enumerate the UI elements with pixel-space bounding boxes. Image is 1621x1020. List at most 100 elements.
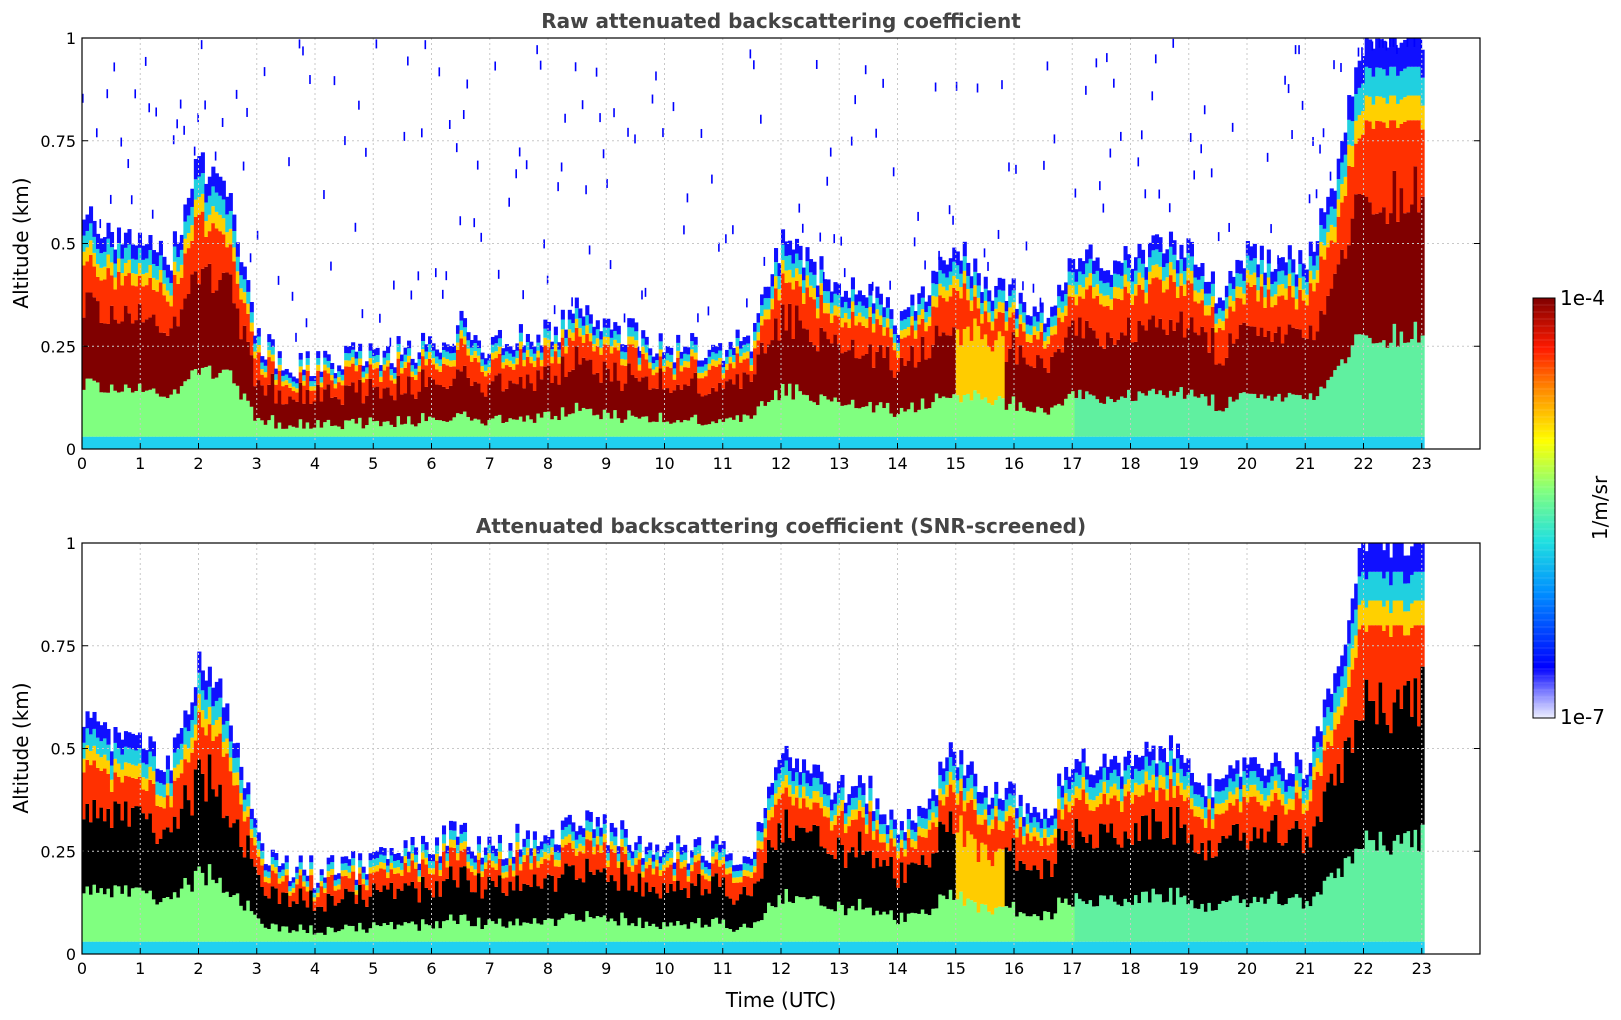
heatmap-cell: [1144, 330, 1149, 396]
heatmap-cell: [1298, 395, 1303, 437]
heatmap-cell: [763, 808, 768, 819]
heatmap-cell: [564, 329, 569, 338]
heatmap-cell: [337, 878, 342, 885]
heatmap-cell: [1046, 372, 1051, 415]
heatmap-cell: [515, 849, 520, 876]
noise-speck: [176, 119, 178, 129]
heatmap-cell: [924, 837, 929, 865]
heatmap-cell: [683, 367, 688, 385]
heatmap-cell: [567, 337, 572, 372]
heatmap-cell: [791, 805, 796, 841]
heatmap-cell: [728, 349, 733, 357]
heatmap-cell: [473, 892, 478, 927]
heatmap-cell: [452, 378, 457, 418]
heatmap-cell: [599, 354, 604, 383]
heatmap-cell: [641, 864, 646, 872]
heatmap-cell: [319, 932, 324, 942]
heatmap-cell: [1214, 313, 1219, 324]
heatmap-cell: [840, 904, 845, 942]
heatmap-cell: [260, 850, 265, 859]
heatmap-cell: [815, 791, 821, 803]
heatmap-cell: [774, 436, 779, 449]
heatmap-cell: [571, 941, 576, 954]
heatmap-cell: [833, 315, 838, 335]
heatmap-cell: [379, 854, 384, 863]
heatmap-cell: [557, 420, 562, 437]
heatmap-cell: [494, 863, 499, 870]
heatmap-cell: [396, 416, 401, 437]
heatmap-cell: [1284, 397, 1289, 437]
noise-speck: [539, 60, 542, 70]
heatmap-cell: [847, 852, 852, 909]
heatmap-cell: [92, 252, 97, 267]
heatmap-cell: [574, 879, 579, 921]
heatmap-cell: [497, 329, 502, 339]
heatmap-cell: [274, 867, 279, 874]
heatmap-cell: [459, 338, 464, 372]
heatmap-cell: [798, 391, 803, 437]
heatmap-cell: [1123, 246, 1128, 261]
heatmap-cell: [1238, 298, 1243, 325]
heatmap-cell: [361, 872, 366, 879]
heatmap-cell: [1347, 144, 1352, 166]
heatmap-cell: [326, 360, 331, 368]
heatmap-cell: [1406, 212, 1411, 343]
heatmap-cell: [1158, 237, 1163, 253]
heatmap-cell: [1312, 251, 1317, 266]
noise-speck: [840, 236, 843, 246]
noise-speck: [1406, 38, 1409, 47]
heatmap-cell: [613, 827, 618, 837]
heatmap-cell: [787, 901, 793, 942]
heatmap-cell: [927, 798, 932, 810]
heatmap-cell: [389, 375, 394, 381]
heatmap-cell: [466, 436, 471, 449]
heatmap-cell: [732, 877, 737, 883]
heatmap-cell: [746, 415, 751, 437]
heatmap-cell: [847, 941, 852, 954]
heatmap-cell: [801, 394, 807, 437]
heatmap-cell: [375, 941, 380, 954]
heatmap-cell: [885, 346, 890, 403]
heatmap-cell: [875, 941, 880, 954]
x-tick-label: 23: [1412, 454, 1432, 473]
x-tick-label: 4: [310, 454, 320, 473]
heatmap-cell: [1029, 841, 1034, 871]
heatmap-cell: [871, 323, 876, 333]
heatmap-cell: [1057, 786, 1062, 799]
heatmap-cell: [959, 790, 964, 816]
heatmap-cell: [487, 876, 492, 920]
heatmap-cell: [1322, 314, 1327, 389]
heatmap-cell: [375, 362, 380, 369]
heatmap-cell: [578, 919, 583, 942]
noise-speck: [1095, 58, 1098, 68]
heatmap-cell: [305, 364, 310, 371]
heatmap-cell: [1154, 327, 1160, 395]
heatmap-cell: [476, 852, 482, 860]
heatmap-cell: [85, 728, 90, 746]
heatmap-cell: [1039, 818, 1044, 829]
heatmap-cell: [319, 941, 324, 954]
heatmap-cell: [127, 259, 132, 274]
heatmap-cell: [1308, 325, 1313, 394]
heatmap-cell: [490, 845, 495, 854]
heatmap-cell: [952, 899, 957, 942]
heatmap-cell: [620, 847, 625, 863]
heatmap-cell: [850, 436, 855, 449]
heatmap-cell: [1340, 249, 1345, 360]
heatmap-cell: [781, 781, 786, 794]
heatmap-cell: [927, 829, 932, 868]
heatmap-cell: [543, 436, 548, 449]
heatmap-cell: [847, 816, 852, 827]
heatmap-cell: [421, 341, 426, 350]
heatmap-cell: [438, 875, 443, 897]
heatmap-cell: [445, 388, 450, 422]
heatmap-cell: [990, 330, 995, 352]
heatmap-cell: [1375, 343, 1380, 437]
heatmap-cell: [239, 905, 244, 942]
heatmap-cell: [1193, 277, 1198, 291]
heatmap-cell: [386, 859, 391, 866]
heatmap-cell: [990, 914, 995, 942]
heatmap-cell: [242, 279, 247, 293]
noise-speck: [707, 306, 710, 316]
heatmap-cell: [560, 337, 565, 357]
